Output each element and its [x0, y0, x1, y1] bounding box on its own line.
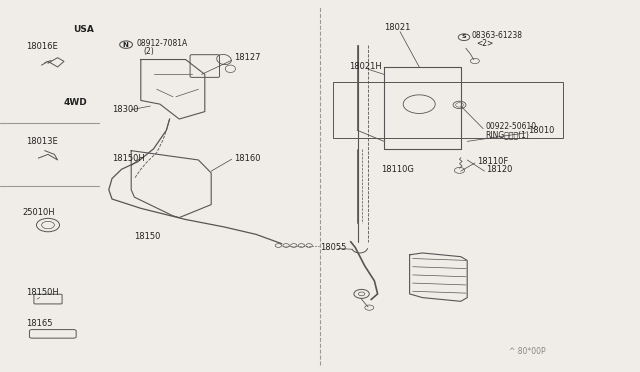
Text: <2>: <2>: [476, 39, 493, 48]
Text: 08912-7081A: 08912-7081A: [136, 39, 188, 48]
Text: 18150H: 18150H: [26, 288, 58, 296]
Text: 18110G: 18110G: [381, 165, 413, 174]
Text: 18150: 18150: [134, 232, 161, 241]
Text: (2): (2): [143, 47, 154, 56]
Text: 18021H: 18021H: [349, 62, 381, 71]
Text: 18160: 18160: [234, 154, 260, 163]
Text: 00922-50610: 00922-50610: [485, 122, 536, 131]
Text: 18021: 18021: [384, 23, 410, 32]
Text: 25010H: 25010H: [22, 208, 55, 217]
Text: 18110F: 18110F: [477, 157, 508, 166]
Text: S: S: [461, 34, 466, 39]
Text: ^ 80*00P: ^ 80*00P: [509, 347, 545, 356]
Text: 18165: 18165: [26, 319, 52, 328]
Text: 18013E: 18013E: [26, 137, 58, 146]
Text: 18016E: 18016E: [26, 42, 58, 51]
Text: 18120: 18120: [486, 165, 513, 174]
Text: 4WD: 4WD: [64, 98, 88, 107]
Text: USA: USA: [74, 25, 95, 34]
Text: N: N: [122, 42, 129, 48]
Text: 18150H: 18150H: [112, 154, 145, 163]
Text: 18127: 18127: [234, 53, 260, 62]
Text: 18055: 18055: [320, 243, 346, 252]
Text: 18300: 18300: [112, 105, 138, 114]
Text: RINGリング(1): RINGリング(1): [485, 130, 529, 139]
Text: 08363-61238: 08363-61238: [472, 31, 523, 40]
Bar: [333, 82, 563, 138]
Text: 18010: 18010: [528, 126, 554, 135]
